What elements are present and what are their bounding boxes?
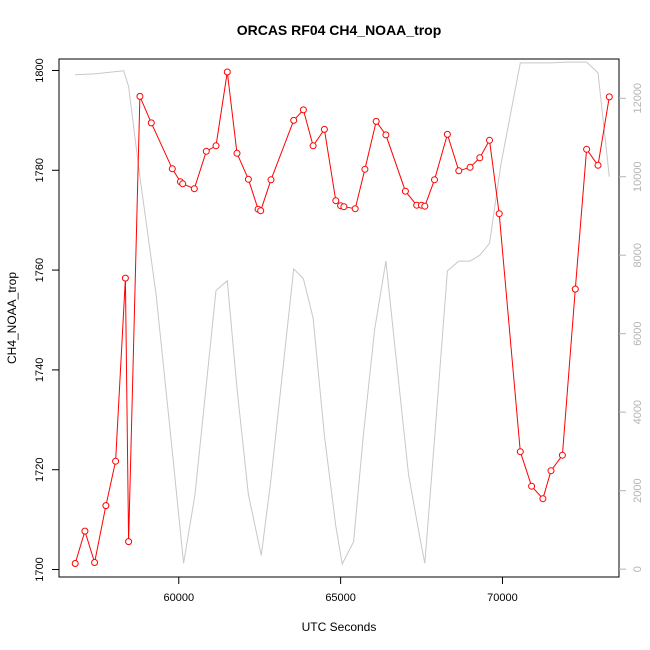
y-tick-label: 1780: [34, 158, 46, 182]
secondary-series-line: [75, 61, 610, 566]
y-tick-label: 1760: [34, 258, 46, 282]
data-point: [486, 136, 493, 144]
data-point: [495, 210, 503, 218]
y-tick-label: 1740: [34, 358, 46, 382]
data-point: [91, 559, 99, 566]
data-point: [372, 117, 380, 125]
data-point: [71, 560, 79, 567]
data-point: [382, 131, 390, 139]
data-point: [476, 154, 484, 162]
data-point: [299, 106, 307, 114]
y-tick-label: 1700: [34, 557, 46, 581]
y-axis: 1700 1720 1740 1760 1780 1800: [34, 58, 59, 582]
data-point: [431, 176, 438, 184]
data-point: [267, 176, 275, 184]
data-point: [136, 92, 144, 100]
data-point: [112, 457, 120, 465]
data-point: [583, 145, 591, 153]
data-point: [202, 147, 210, 155]
x-tick-label: 65000: [325, 592, 356, 604]
y2-tick-label: 4000: [632, 400, 644, 424]
data-point: [528, 482, 536, 490]
data-point: [558, 451, 566, 459]
x-axis: 60000 65000 70000: [163, 577, 518, 604]
plot-frame: [58, 58, 620, 578]
data-point: [290, 116, 298, 124]
data-point: [179, 180, 187, 188]
data-point: [351, 205, 359, 213]
data-point: [340, 203, 348, 211]
y2-tick-label: 0: [632, 566, 644, 572]
data-point: [244, 175, 252, 183]
data-point: [594, 161, 602, 169]
data-point: [466, 163, 474, 171]
data-point: [212, 142, 220, 150]
data-point: [121, 274, 129, 282]
data-point: [125, 538, 133, 546]
chart-title: ORCAS RF04 CH4_NOAA_trop: [237, 22, 442, 38]
y-tick-label: 1800: [34, 58, 46, 82]
x-tick-label: 60000: [163, 592, 194, 604]
y-tick-label: 1720: [34, 457, 46, 481]
data-point: [401, 187, 409, 195]
x-axis-label: UTC Seconds: [302, 620, 377, 634]
data-point: [443, 130, 451, 138]
data-point: [547, 467, 555, 475]
data-point: [102, 502, 110, 510]
series-layer: [71, 61, 613, 567]
data-point: [81, 527, 89, 535]
y2-tick-label: 12000: [632, 83, 644, 114]
y-axis-label: CH4_NOAA_trop: [5, 272, 19, 364]
y2-tick-label: 8000: [632, 243, 644, 267]
data-point: [361, 165, 369, 173]
data-point: [516, 448, 524, 456]
data-point: [539, 495, 547, 503]
data-point: [168, 165, 176, 173]
secondary-y-axis: 0 2000 4000 6000 8000 10000 12000: [619, 83, 644, 572]
primary-series-line: [74, 71, 610, 564]
data-point: [332, 197, 340, 205]
data-point: [455, 167, 463, 175]
y2-tick-label: 10000: [632, 161, 644, 192]
y2-tick-label: 6000: [632, 321, 644, 345]
data-point: [257, 207, 265, 215]
data-point: [190, 185, 198, 193]
data-point: [223, 68, 231, 76]
data-point: [571, 285, 579, 293]
data-point: [233, 149, 241, 157]
data-point: [147, 119, 155, 127]
data-point: [320, 125, 328, 133]
data-point: [605, 93, 613, 101]
y2-tick-label: 2000: [632, 478, 644, 502]
data-point: [421, 202, 429, 210]
x-tick-label: 70000: [487, 592, 518, 604]
data-point: [309, 142, 317, 150]
